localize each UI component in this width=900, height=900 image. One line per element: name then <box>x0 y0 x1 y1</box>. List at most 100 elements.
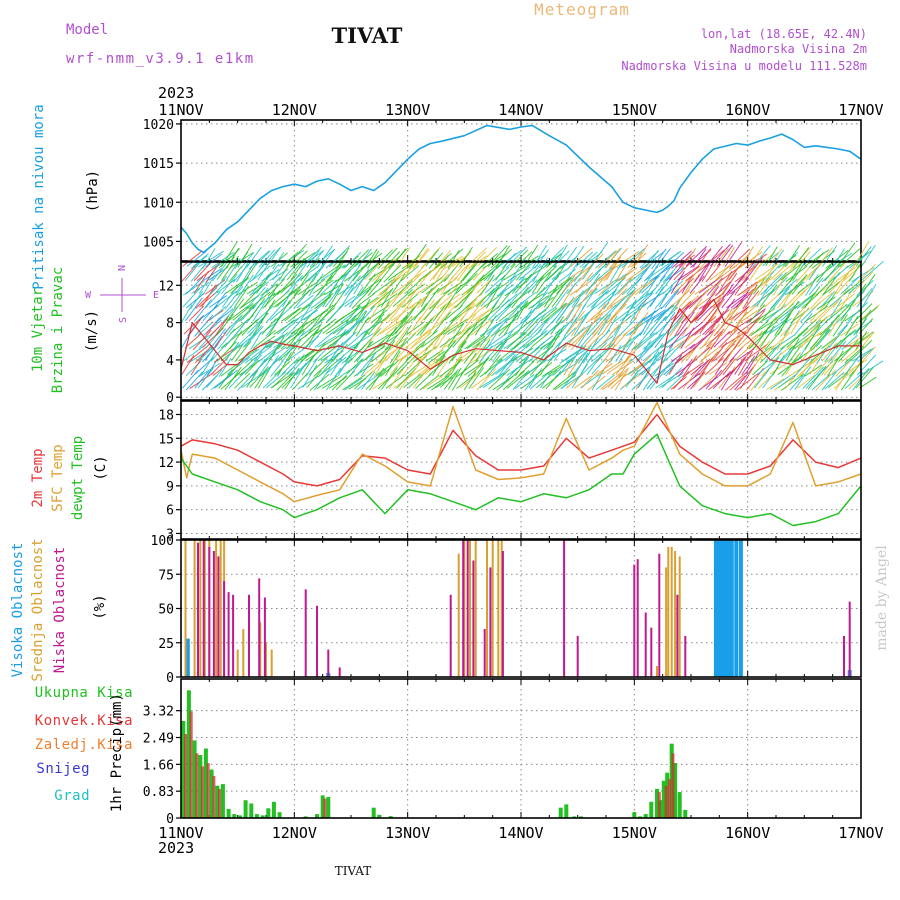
wind-barb <box>780 261 804 281</box>
wind-barb <box>329 245 351 268</box>
wind-barb <box>796 374 816 389</box>
wind-barb <box>265 371 287 389</box>
wind-barb <box>471 373 492 389</box>
precip-bar-precip_total <box>683 809 688 818</box>
wind-barb <box>530 319 548 336</box>
wind-barb <box>266 299 287 323</box>
wind-barb <box>804 364 823 377</box>
wind-barb <box>645 262 670 281</box>
wind-barb <box>476 331 499 348</box>
wind-barb <box>746 308 766 323</box>
wind-barb <box>325 288 340 308</box>
wind-barb <box>729 346 744 363</box>
cloud-bar-cloud_low <box>462 540 465 677</box>
wind-barb <box>500 293 518 308</box>
wind-barb <box>634 276 658 296</box>
wind-barb <box>733 305 750 321</box>
cloud-ylabel-2: Srednja Oblacnost <box>30 538 46 681</box>
wind-barb <box>629 267 648 283</box>
wind-barb <box>831 358 852 376</box>
wind-barb <box>192 253 209 267</box>
precip-bar-precip_total <box>215 785 220 818</box>
wind-barb <box>444 284 462 310</box>
wind-barb <box>712 370 732 389</box>
wind-barb <box>702 323 720 348</box>
wind-barb <box>683 295 700 309</box>
wind-barb <box>841 334 858 350</box>
wind-barb <box>500 263 516 281</box>
cloud-bar-cloud_low <box>466 540 469 677</box>
wind-barb <box>392 345 409 364</box>
cloud-bar-cloud_mid <box>469 540 471 677</box>
wind-barb <box>311 260 327 283</box>
wind-barb <box>234 341 252 362</box>
wind-barb <box>633 288 656 310</box>
wind-barb <box>611 360 635 376</box>
y-tick-label: 1005 <box>143 235 174 250</box>
wind-barb <box>597 314 612 336</box>
wind-barb <box>292 330 305 348</box>
wind-barb <box>701 262 714 282</box>
wind-barb <box>571 317 584 337</box>
legend-hail: Grad <box>54 788 90 804</box>
wind-barb <box>384 303 403 322</box>
wind-barb <box>376 318 398 337</box>
credit-label: made by Angel <box>874 545 890 651</box>
wind-barb <box>718 329 738 348</box>
wind-barb <box>700 342 716 363</box>
y-tick-label: 15 <box>158 432 174 447</box>
wind-barb <box>184 297 203 322</box>
wind-barb <box>671 343 696 362</box>
wind-barb <box>746 330 764 349</box>
wind-barb <box>770 375 791 390</box>
y-tick-label: 9 <box>166 480 174 495</box>
wind-barb <box>589 262 607 283</box>
wind-barb <box>843 352 863 377</box>
wind-barb <box>833 368 854 389</box>
y-tick-label: 18 <box>158 408 174 423</box>
wind-barb <box>526 254 545 268</box>
wind-barb <box>293 261 308 283</box>
wind-barb <box>801 247 822 267</box>
precip-ticks: 0 0.83 1.66 2.49 3.32 <box>143 679 862 827</box>
wind-barb <box>216 305 233 322</box>
wind-barb <box>384 251 401 269</box>
wind-frame <box>180 261 862 401</box>
wind-barb <box>516 347 532 363</box>
wind-barb <box>514 251 533 269</box>
bottom-year-label: 2023 <box>158 839 194 857</box>
wind-barb <box>770 331 791 351</box>
wind-barb <box>856 280 874 296</box>
wind-barb <box>692 328 715 351</box>
wind-barb <box>555 327 577 348</box>
wind-barb <box>320 302 337 322</box>
wind-barb <box>268 335 285 362</box>
wind-barb <box>240 251 255 269</box>
wind-barb <box>802 366 824 389</box>
wind-barb <box>609 345 622 364</box>
wind-barb <box>367 334 390 348</box>
wind-barb <box>415 330 438 349</box>
wind-barb <box>520 301 543 323</box>
wind-barb <box>736 373 759 391</box>
wind-barb <box>605 256 622 281</box>
wind-barb <box>705 263 722 283</box>
wind-barb <box>705 245 723 267</box>
wind-barb <box>345 304 361 323</box>
compass-west: W <box>85 290 92 301</box>
wind-barb <box>487 358 503 377</box>
wind-barb <box>642 317 655 336</box>
wind-barb <box>308 259 329 282</box>
bottom-day-label: 11NOV <box>158 824 203 842</box>
wind-barb <box>742 276 767 295</box>
wind-barb <box>847 301 869 322</box>
y-tick-label: 12 <box>158 279 174 294</box>
wind-barb <box>705 357 725 376</box>
wind-barb <box>329 354 345 376</box>
wind-barb <box>182 250 203 267</box>
wind-barb <box>633 244 649 268</box>
wind-barb <box>661 334 678 349</box>
cloud-bar-cloud_mid <box>491 540 494 677</box>
wind-barb <box>281 307 301 322</box>
wind-barb <box>194 370 209 389</box>
